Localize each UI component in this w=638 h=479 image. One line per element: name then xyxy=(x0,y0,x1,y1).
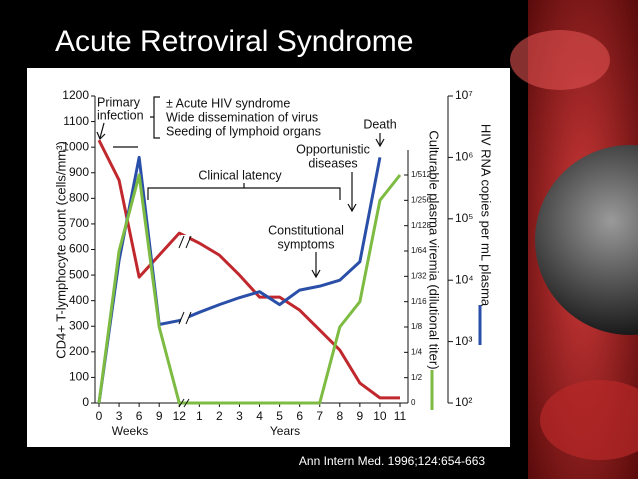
axis-break xyxy=(178,311,192,325)
y2-axis-title: HIV RNA copies per mL plasma xyxy=(479,124,494,307)
chart: 0100200300400500600700800900100011001200… xyxy=(53,88,493,438)
annotation: Wide dissemination of virus xyxy=(166,110,318,124)
x-tick-label: 5 xyxy=(276,409,283,423)
series-line xyxy=(97,173,402,405)
annotation: Constitutional xyxy=(268,223,344,237)
virus xyxy=(535,145,638,335)
annotation-bracket xyxy=(96,122,106,141)
y3-tick-label: 1/64 xyxy=(411,246,427,255)
y-tick-label: 500 xyxy=(69,267,89,281)
annotation: diseases xyxy=(308,156,357,170)
y-tick-label: 600 xyxy=(69,242,89,256)
annotation: ± Acute HIV syndrome xyxy=(166,96,290,110)
y3-tick-label: 1/16 xyxy=(411,297,427,306)
series-line xyxy=(97,139,400,400)
x-tick-label: 1 xyxy=(196,409,203,423)
x-tick-label: 3 xyxy=(116,409,123,423)
y2-tick-label: 10³ xyxy=(455,334,472,348)
y-axis-title: CD4+ T-lymphocyte count (cells/mm³) xyxy=(53,141,68,359)
y3-axis-title: Culturable plasma viremia (dilutional ti… xyxy=(427,130,442,369)
x-tick-label: 9 xyxy=(156,409,163,423)
x-tick-label: 7 xyxy=(316,409,323,423)
y3-tick-label: 1/8 xyxy=(411,322,423,331)
annotation: Opportunistic xyxy=(296,142,370,156)
y2-tick-label: 10² xyxy=(455,395,472,409)
y-tick-label: 300 xyxy=(69,318,89,332)
x-tick-label: 6 xyxy=(136,409,143,423)
y3-tick-label: 1/256 xyxy=(411,195,432,204)
annotation-bracket xyxy=(375,133,385,148)
y-tick-label: 100 xyxy=(69,370,89,384)
x-tick-label: 3 xyxy=(236,409,243,423)
x-tick-label: 12 xyxy=(173,409,187,423)
x-tick-label: 4 xyxy=(256,409,263,423)
citation: Ann Intern Med. 1996;124:654-663 xyxy=(299,454,485,468)
y-tick-label: 0 xyxy=(82,395,89,409)
series-line xyxy=(97,155,382,404)
y2-tick-label: 10⁶ xyxy=(455,150,473,164)
annotation-bracket xyxy=(347,172,357,213)
blood-cell xyxy=(540,380,638,460)
x-tick-label: 10 xyxy=(373,409,387,423)
axis-break xyxy=(178,235,192,249)
x-group-label: Weeks xyxy=(112,424,148,438)
chart-panel xyxy=(27,68,510,447)
y3-tick-label: 1/128 xyxy=(411,221,432,230)
y2-tick-label: 10⁵ xyxy=(455,211,473,225)
y2-tick-label: 10⁴ xyxy=(455,272,474,286)
axis-break-gap xyxy=(181,311,189,325)
y-tick-label: 200 xyxy=(69,344,89,358)
y3-tick-label: 0 xyxy=(411,398,416,407)
y-tick-label: 400 xyxy=(69,293,89,307)
annotation-bracket xyxy=(147,183,341,200)
y-tick-label: 900 xyxy=(69,165,89,179)
x-tick-label: 0 xyxy=(96,409,103,423)
y3-tick-label: 1/32 xyxy=(411,271,427,280)
x-tick-label: 6 xyxy=(296,409,303,423)
annotation-bracket xyxy=(150,96,160,139)
annotation: Clinical latency xyxy=(198,168,282,182)
y-tick-label: 700 xyxy=(69,216,89,230)
x-tick-label: 11 xyxy=(394,409,407,423)
annotation: Death xyxy=(363,117,396,131)
x-tick-label: 9 xyxy=(357,409,364,423)
y2-tick-label: 10⁷ xyxy=(455,88,473,102)
annotation: infection xyxy=(97,108,144,122)
y3-tick-label: 1/4 xyxy=(411,347,423,356)
y-tick-label: 1100 xyxy=(63,114,89,128)
y3-tick-label: 1/2 xyxy=(411,373,423,382)
annotation: Seeding of lymphoid organs xyxy=(166,124,321,138)
y-tick-label: 1200 xyxy=(62,88,89,102)
slide-title: Acute Retroviral Syndrome xyxy=(55,25,413,58)
annotation: symptoms xyxy=(278,237,335,251)
y-tick-label: 1000 xyxy=(62,139,89,153)
x-tick-label: 2 xyxy=(216,409,223,423)
annotation: Primary xyxy=(97,95,141,109)
annotation-bracket xyxy=(311,252,321,279)
blood-cell xyxy=(510,30,610,90)
x-group-label: Years xyxy=(270,424,300,438)
y3-tick-label: 1/512 xyxy=(411,170,432,179)
axis-break-gap xyxy=(181,235,189,249)
axis-break xyxy=(178,398,190,408)
y-tick-label: 800 xyxy=(69,191,89,205)
x-tick-label: 8 xyxy=(336,409,343,423)
